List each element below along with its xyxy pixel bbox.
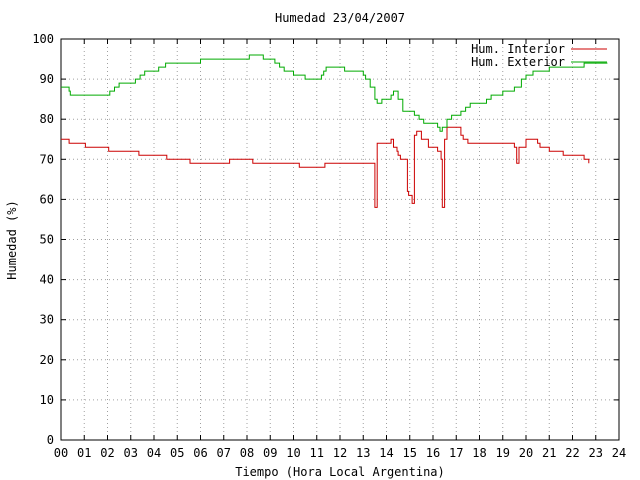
x-tick-label: 01 bbox=[77, 446, 91, 460]
x-tick-label: 15 bbox=[403, 446, 417, 460]
y-tick-label: 100 bbox=[32, 32, 54, 46]
y-axis-label: Humedad (%) bbox=[5, 200, 19, 279]
series-line-2 bbox=[61, 54, 608, 132]
x-tick-label: 19 bbox=[496, 446, 510, 460]
x-tick-label: 21 bbox=[542, 446, 556, 460]
x-tick-label: 09 bbox=[263, 446, 277, 460]
x-tick-label: 00 bbox=[54, 446, 68, 460]
y-tick-label: 70 bbox=[40, 152, 54, 166]
x-tick-label: 20 bbox=[519, 446, 533, 460]
y-tick-label: 10 bbox=[40, 393, 54, 407]
series-line-1 bbox=[61, 126, 590, 208]
legend-label: Hum. Exterior bbox=[471, 55, 565, 69]
x-tick-label: 12 bbox=[333, 446, 347, 460]
x-tick-label: 24 bbox=[612, 446, 626, 460]
x-tick-label: 11 bbox=[310, 446, 324, 460]
y-tick-label: 60 bbox=[40, 192, 54, 206]
y-tick-label: 40 bbox=[40, 273, 54, 287]
x-tick-label: 06 bbox=[193, 446, 207, 460]
y-tick-label: 20 bbox=[40, 353, 54, 367]
x-tick-label: 08 bbox=[240, 446, 254, 460]
axis-ticks: 00 01 02 03 04 05 06 07 08 09 10 11 12 13 14 15 16 17 18 19… bbox=[32, 32, 626, 460]
x-tick-label: 05 bbox=[170, 446, 184, 460]
x-tick-label: 22 bbox=[565, 446, 579, 460]
y-tick-label: 80 bbox=[40, 112, 54, 126]
x-tick-label: 03 bbox=[124, 446, 138, 460]
x-tick-label: 16 bbox=[426, 446, 440, 460]
x-tick-label: 04 bbox=[147, 446, 161, 460]
x-tick-label: 10 bbox=[286, 446, 300, 460]
x-tick-label: 17 bbox=[449, 446, 463, 460]
grid-lines bbox=[61, 39, 619, 440]
x-tick-label: 07 bbox=[217, 446, 231, 460]
y-tick-label: 90 bbox=[40, 72, 54, 86]
x-tick-label: 23 bbox=[589, 446, 603, 460]
y-tick-label: 30 bbox=[40, 313, 54, 327]
x-axis-label: Tiempo (Hora Local Argentina) bbox=[235, 465, 445, 479]
x-tick-label: 14 bbox=[379, 446, 393, 460]
y-tick-label: 50 bbox=[40, 233, 54, 247]
y-tick-label: 0 bbox=[47, 433, 54, 447]
chart-title: Humedad 23/04/2007 bbox=[275, 11, 405, 25]
series-lines bbox=[61, 54, 608, 208]
x-tick-label: 13 bbox=[356, 446, 370, 460]
x-tick-label: 18 bbox=[472, 446, 486, 460]
x-tick-label: 02 bbox=[100, 446, 114, 460]
legend-label: Hum. Interior bbox=[471, 42, 565, 56]
